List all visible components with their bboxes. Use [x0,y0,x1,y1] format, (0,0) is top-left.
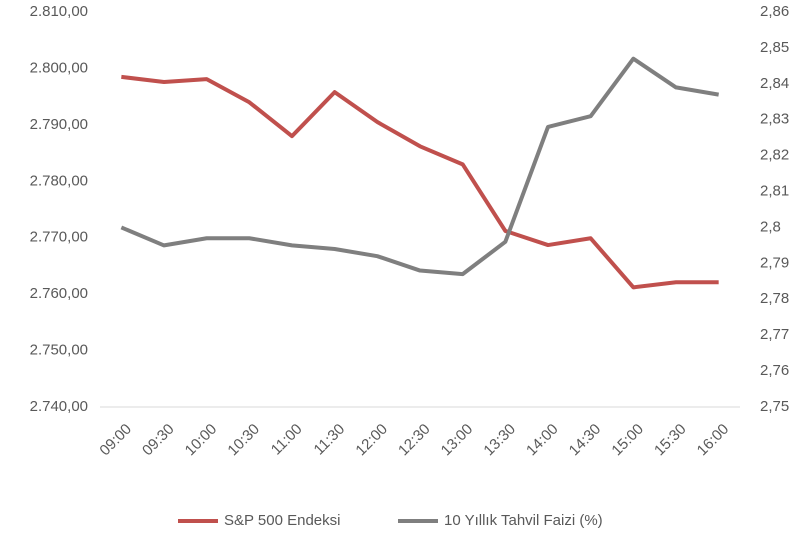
x-tick-label: 11:30 [311,421,349,459]
y2-tick-label: 2,8 [760,218,781,235]
y2-tick-label: 2,85 [760,39,789,56]
y-tick-label: 2.740,00 [30,398,88,415]
y2-tick-label: 2,75 [760,398,789,415]
x-tick-label: 14:00 [523,421,562,460]
y-tick-label: 2.760,00 [30,285,88,302]
x-tick-label: 15:00 [608,421,647,460]
legend-label: 10 Yıllık Tahvil Faizi (%) [444,512,603,529]
x-tick-label: 11:00 [268,421,306,459]
x-tick-label: 15:30 [651,421,690,460]
series-line [120,56,719,277]
y-tick-label: 2.790,00 [30,116,88,133]
y-tick-label: 2.750,00 [30,342,88,359]
y2-tick-label: 2,77 [760,326,789,343]
x-tick-label: 14:30 [566,421,605,460]
x-tick-label: 13:00 [438,421,477,460]
x-tick-label: 09:30 [139,421,178,460]
x-tick-label: 16:00 [694,421,733,460]
y2-tick-label: 2,84 [760,75,789,92]
y-tick-label: 2.770,00 [30,229,88,246]
x-tick-label: 10:30 [224,421,263,460]
x-tick-label: 12:30 [395,421,434,460]
x-tick-label: 10:00 [182,421,221,460]
y2-tick-label: 2,76 [760,362,789,379]
x-tick-label: 09:00 [96,421,135,460]
y-tick-label: 2.800,00 [30,59,88,76]
legend-label: S&P 500 Endeksi [224,512,340,529]
y2-tick-label: 2,83 [760,111,789,128]
y-tick-label: 2.780,00 [30,172,88,189]
y2-tick-label: 2,82 [760,147,789,164]
y2-tick-label: 2,79 [760,254,789,271]
x-tick-label: 13:30 [480,421,519,460]
x-tick-label: 12:00 [352,421,391,460]
y2-tick-label: 2,78 [760,290,789,307]
y2-tick-label: 2,86 [760,3,789,20]
y-tick-label: 2.810,00 [30,3,88,20]
series-line [121,74,719,290]
y2-tick-label: 2,81 [760,183,789,200]
